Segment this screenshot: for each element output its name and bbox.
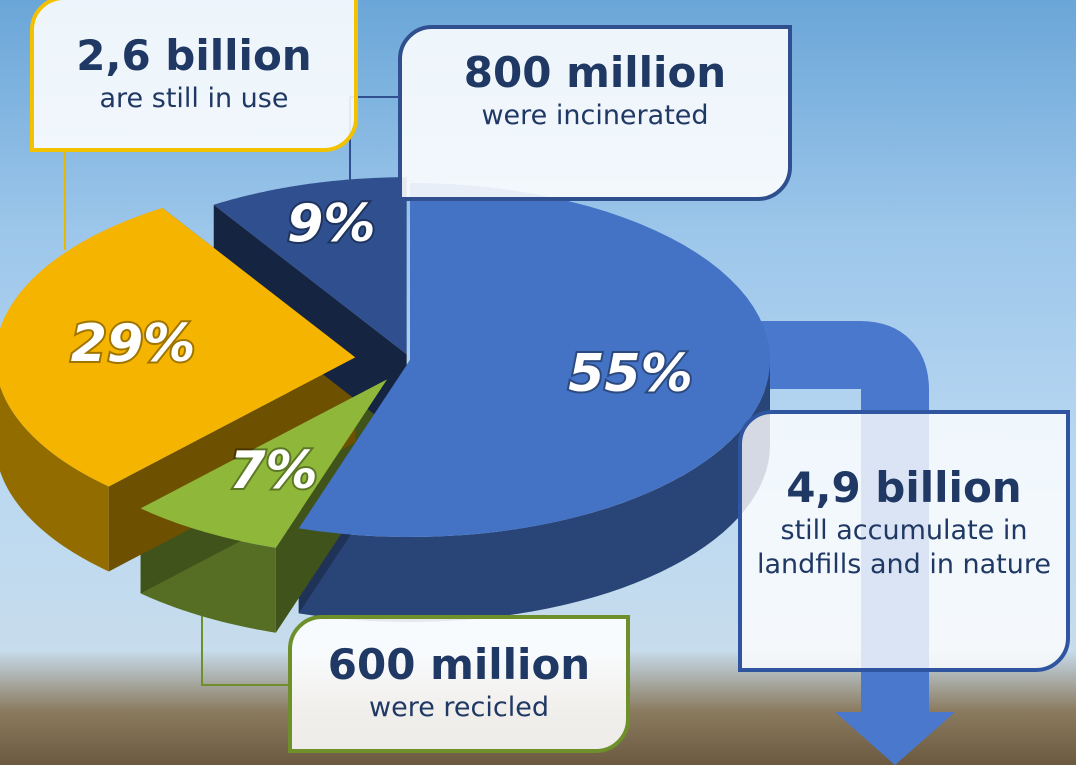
pie: 55% 7% 29% 9% — [0, 177, 770, 633]
connector — [201, 585, 290, 686]
callout-amount: 800 million — [463, 48, 727, 97]
callout-text: are still in use — [99, 83, 289, 114]
slice-side — [0, 386, 109, 572]
slice-wall — [213, 204, 407, 440]
slice-side — [298, 360, 770, 622]
callout: 2,6 billion are still in use — [30, 0, 358, 152]
value-label: 29% — [71, 314, 195, 374]
value-label: 55% — [568, 344, 692, 404]
callout-amount: 600 million — [327, 640, 591, 689]
slice — [213, 177, 407, 355]
arrow-head — [835, 712, 955, 765]
callout-text: still accumulate in landfills and in nat… — [756, 515, 1051, 580]
slice — [298, 183, 770, 537]
value-label: 9% — [287, 194, 375, 254]
callout: 800 million were incinerated — [398, 25, 792, 201]
value-label: 7% — [229, 441, 317, 501]
callout-amount: 4,9 billion — [786, 463, 1022, 512]
arrow — [740, 321, 929, 715]
callout: 600 million were recicled — [288, 615, 630, 753]
callout: 4,9 billion still accumulate in landfill… — [738, 410, 1070, 672]
slice — [140, 379, 388, 548]
callout-text: were recicled — [369, 692, 549, 723]
callout-amount: 2,6 billion — [76, 31, 312, 80]
slice — [0, 207, 356, 487]
callout-text: were incinerated — [481, 100, 709, 131]
